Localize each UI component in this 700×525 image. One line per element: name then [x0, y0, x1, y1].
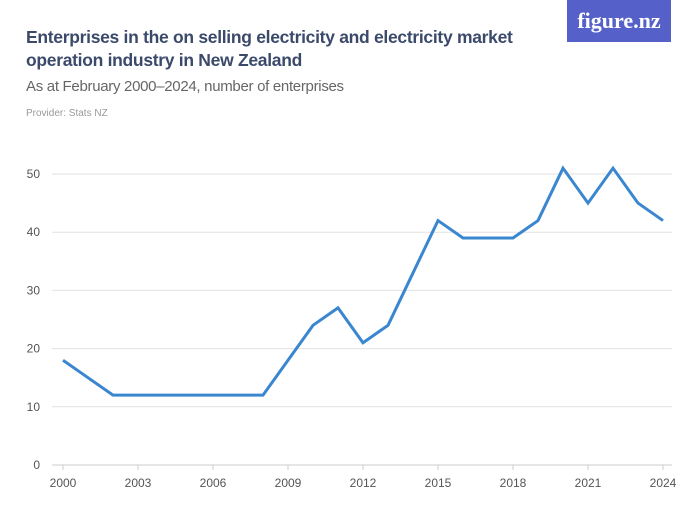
x-tick-label: 2003 [125, 476, 152, 490]
x-tick-label: 2006 [200, 476, 227, 490]
y-tick-label: 20 [27, 342, 41, 356]
x-tick-label: 2012 [350, 476, 377, 490]
chart-title: Enterprises in the on selling electricit… [26, 27, 513, 70]
y-tick-label: 50 [27, 167, 41, 181]
chart-subtitle: As at February 2000–2024, number of ente… [26, 78, 344, 95]
y-tick-label: 10 [27, 400, 41, 414]
y-tick-label: 0 [33, 458, 40, 472]
y-tick-label: 40 [27, 225, 41, 239]
x-tick-label: 2015 [425, 476, 452, 490]
figure-nz-logo[interactable]: figure.nz [567, 0, 671, 42]
x-tick-label: 2000 [50, 476, 77, 490]
x-tick-label: 2021 [575, 476, 602, 490]
provider-label: Provider: Stats NZ [26, 108, 108, 119]
y-tick-label: 30 [27, 283, 41, 297]
x-tick-label: 2024 [650, 476, 677, 490]
x-tick-label: 2009 [275, 476, 302, 490]
series-line [62, 165, 664, 397]
x-tick-label: 2018 [500, 476, 527, 490]
